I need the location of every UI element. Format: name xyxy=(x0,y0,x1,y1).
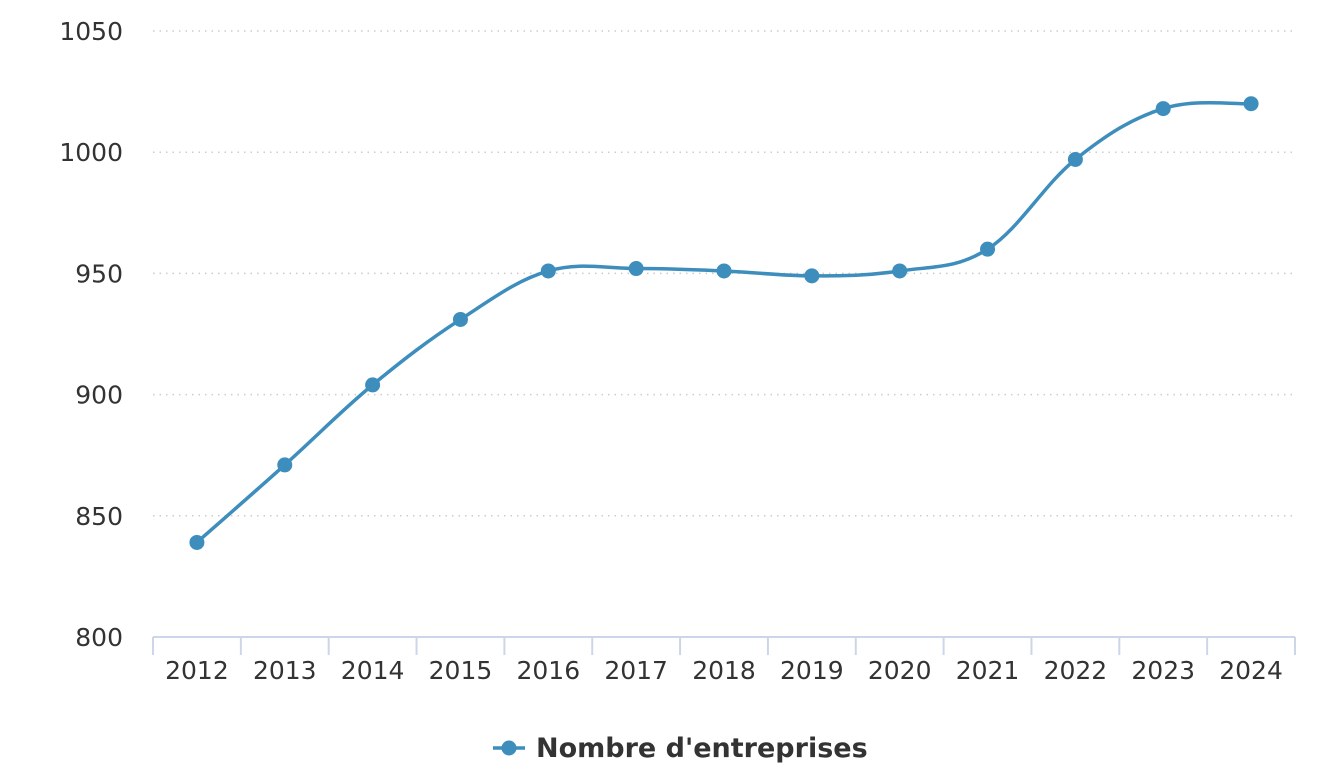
x-tick-label: 2020 xyxy=(868,656,932,685)
series-line xyxy=(195,100,1253,545)
data-point[interactable] xyxy=(540,263,556,279)
x-tick-label: 2018 xyxy=(692,656,756,685)
x-axis: 2012 2013 2014 2015 2016 2017 2018 2019 2020 2021… xyxy=(152,636,1296,685)
data-point[interactable] xyxy=(1155,101,1171,117)
y-tick-label: 1000 xyxy=(59,138,123,167)
x-tick-label: 2017 xyxy=(604,656,668,685)
y-tick-label: 950 xyxy=(75,259,123,288)
x-tick-label: 2024 xyxy=(1219,656,1283,685)
data-point[interactable] xyxy=(365,377,381,393)
data-point[interactable] xyxy=(980,241,996,257)
y-tick-label: 1050 xyxy=(59,17,123,46)
series-group xyxy=(189,96,1259,550)
y-tick-label: 900 xyxy=(75,381,123,410)
legend[interactable]: Nombre d'entreprises xyxy=(493,733,868,764)
y-axis: 800 850 900 950 1000 1050 xyxy=(59,17,123,652)
x-tick-label: 2016 xyxy=(516,656,580,685)
data-point[interactable] xyxy=(716,263,732,279)
data-point[interactable] xyxy=(628,261,644,277)
data-point[interactable] xyxy=(804,268,820,284)
data-point[interactable] xyxy=(1067,151,1083,167)
x-tick-label: 2015 xyxy=(429,656,493,685)
x-tick-label: 2019 xyxy=(780,656,844,685)
y-tick-label: 850 xyxy=(75,502,123,531)
x-tick-label: 2023 xyxy=(1131,656,1195,685)
data-point[interactable] xyxy=(277,457,293,473)
data-point[interactable] xyxy=(452,311,468,327)
y-tick-label: 800 xyxy=(75,623,123,652)
x-tick-label: 2013 xyxy=(253,656,317,685)
data-point[interactable] xyxy=(1243,96,1259,112)
x-tick-label: 2022 xyxy=(1044,656,1108,685)
legend-symbol-marker xyxy=(501,740,517,756)
x-tick-label: 2012 xyxy=(165,656,229,685)
x-tick-label: 2021 xyxy=(956,656,1020,685)
data-point[interactable] xyxy=(892,263,908,279)
data-point[interactable] xyxy=(189,534,205,550)
x-tick-label: 2014 xyxy=(341,656,405,685)
legend-label[interactable]: Nombre d'entreprises xyxy=(536,733,868,764)
